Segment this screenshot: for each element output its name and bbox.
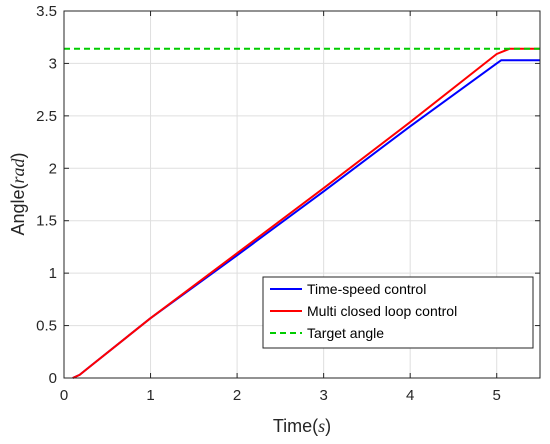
y-axis-label-main: Angle: [8, 189, 28, 235]
plot-frame: [63, 10, 541, 379]
x-tick-labels: 0 1 2 3 4 5: [60, 387, 501, 404]
legend-box: [262, 276, 534, 349]
y-tick-label: 2.5: [36, 108, 57, 125]
y-tick-label: 0.5: [36, 318, 57, 335]
y-tick-label: 2: [49, 160, 57, 177]
legend-label: Multi closed loop control: [307, 303, 457, 319]
y-tick-label: 1: [49, 265, 57, 282]
x-tick-label: 3: [319, 387, 327, 404]
x-tick-label: 1: [146, 387, 154, 404]
x-tick-label: 5: [493, 387, 501, 404]
legend-label: Target angle: [307, 325, 384, 341]
axis-ticks: [63, 10, 540, 379]
y-tick-label: 3.5: [36, 3, 57, 20]
x-tick-label: 2: [233, 387, 241, 404]
series-line: [72, 47, 540, 379]
y-tick-labels: 0 0.5 1 1.5 2 2.5 3 3.5: [36, 3, 57, 387]
x-tick-label: 0: [60, 387, 68, 404]
legend-label: Time-speed control: [307, 281, 426, 297]
x-axis-label-unit: s: [318, 416, 325, 436]
x-axis-label: Time(s): [273, 416, 331, 436]
y-tick-label: 3: [49, 55, 57, 72]
y-axis-label: Angle(rad): [8, 152, 28, 235]
legend-items: Time-speed control Multi closed loop cont…: [270, 281, 457, 341]
x-axis-label-main: Time: [273, 416, 312, 436]
legend: Time-speed control Multi closed loop cont…: [262, 276, 534, 349]
series-group: [64, 47, 540, 379]
y-axis-label-unit: rad: [8, 157, 28, 183]
x-tick-label: 4: [406, 387, 414, 404]
y-tick-label: 1.5: [36, 213, 57, 230]
y-tick-label: 0: [49, 370, 57, 387]
